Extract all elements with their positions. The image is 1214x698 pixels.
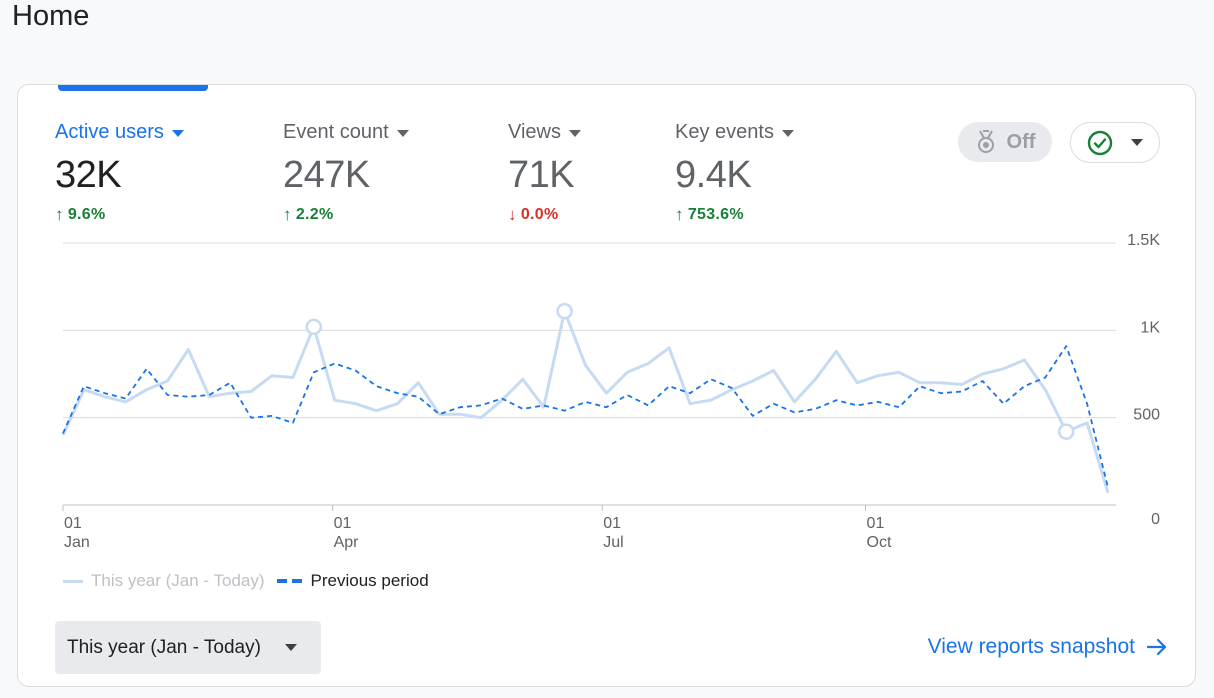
metric-change: ↓ 0.0%	[508, 205, 581, 225]
legend-this-year-label: This year (Jan - Today)	[91, 571, 265, 590]
legend-previous-period[interactable]: Previous period	[276, 571, 429, 591]
x-tick-day: 01	[64, 515, 82, 532]
chevron-down-icon	[1131, 139, 1143, 146]
series-line-this-year	[61, 309, 1110, 494]
arrow-down-icon: ↓	[508, 205, 517, 224]
metric-event-count[interactable]: Event count 247K ↑ 2.2%	[283, 121, 409, 225]
metric-views-header[interactable]: Views	[508, 121, 581, 144]
metric-change-value: 0.0%	[520, 206, 559, 223]
line-chart: 1.5K 1K 500 0 01 Jan 01 Apr 01 Jul 01 Oct	[61, 232, 1160, 551]
data-point-marker	[1057, 423, 1075, 440]
metric-active-users[interactable]: Active users 32K ↑ 9.6%	[55, 121, 184, 225]
date-range-value: This year (Jan - Today)	[67, 636, 261, 658]
metric-label: Event count	[283, 121, 389, 143]
metric-event-count-header[interactable]: Event count	[283, 121, 409, 144]
chevron-down-icon	[396, 130, 409, 137]
metric-value: 32K	[55, 154, 122, 196]
x-tick-month: Jul	[603, 534, 623, 551]
legend-this-year[interactable]: This year (Jan - Today)	[63, 571, 265, 591]
metric-change-value: 753.6%	[687, 206, 744, 223]
x-tick-month: Oct	[867, 534, 892, 551]
y-tick-label: 0	[1151, 511, 1160, 528]
data-point-marker	[556, 302, 573, 320]
insights-toggle[interactable]: Off	[958, 122, 1052, 162]
metric-label: Key events	[675, 121, 774, 143]
overview-card: Active users 32K ↑ 9.6% Event count 247K…	[17, 84, 1196, 687]
metric-key-events[interactable]: Key events 9.4K ↑ 753.6%	[675, 121, 794, 225]
legend-previous-label: Previous period	[310, 571, 429, 590]
arrow-up-icon: ↑	[675, 205, 684, 224]
metric-active-users-header[interactable]: Active users	[55, 121, 184, 144]
series-line-previous-period	[62, 345, 1109, 488]
date-range-select[interactable]: This year (Jan - Today)	[55, 621, 321, 674]
x-tick-month: Apr	[334, 534, 360, 551]
chevron-down-icon	[569, 130, 581, 137]
arrow-right-icon	[1147, 638, 1167, 656]
metric-label: Views	[508, 121, 561, 143]
metric-change: ↑ 753.6%	[675, 205, 794, 225]
y-tick-label: 1K	[1140, 319, 1160, 336]
legend-dashed-swatch	[276, 579, 303, 583]
chevron-down-icon	[171, 130, 184, 137]
tab-indicator	[58, 85, 208, 91]
metric-change: ↑ 9.6%	[55, 205, 184, 225]
metric-value: 247K	[283, 154, 370, 196]
x-tick-month: Jan	[64, 534, 90, 551]
x-tick-day: 01	[867, 515, 885, 532]
metric-views[interactable]: Views 71K ↓ 0.0%	[508, 121, 581, 225]
metric-change-value: 9.6%	[67, 206, 106, 223]
metric-change-value: 2.2%	[295, 206, 334, 223]
arrow-up-icon: ↑	[283, 205, 292, 224]
page-title: Home	[12, 0, 90, 32]
metric-value: 71K	[508, 154, 575, 196]
insights-toggle-label: Off	[1006, 130, 1036, 153]
metric-change: ↑ 2.2%	[283, 205, 409, 225]
legend-solid-swatch	[63, 579, 83, 583]
medal-icon	[977, 130, 994, 153]
data-point-marker	[305, 318, 323, 336]
chart-legend: This year (Jan - Today) Previous period	[63, 571, 441, 591]
arrow-up-icon: ↑	[55, 205, 64, 224]
view-reports-snapshot-link[interactable]: View reports snapshot	[928, 635, 1167, 659]
metric-label: Active users	[55, 121, 164, 143]
metric-value: 9.4K	[675, 154, 752, 196]
y-tick-label: 1.5K	[1127, 232, 1160, 249]
y-tick-label: 500	[1133, 407, 1160, 424]
metric-key-events-header[interactable]: Key events	[675, 121, 794, 144]
chevron-down-icon	[284, 644, 297, 651]
check-circle-icon	[1087, 130, 1113, 155]
x-tick-day: 01	[334, 515, 352, 532]
chevron-down-icon	[781, 130, 794, 137]
snapshot-link-label: View reports snapshot	[927, 635, 1135, 658]
status-dropdown[interactable]	[1070, 122, 1160, 163]
x-tick-day: 01	[603, 515, 621, 532]
